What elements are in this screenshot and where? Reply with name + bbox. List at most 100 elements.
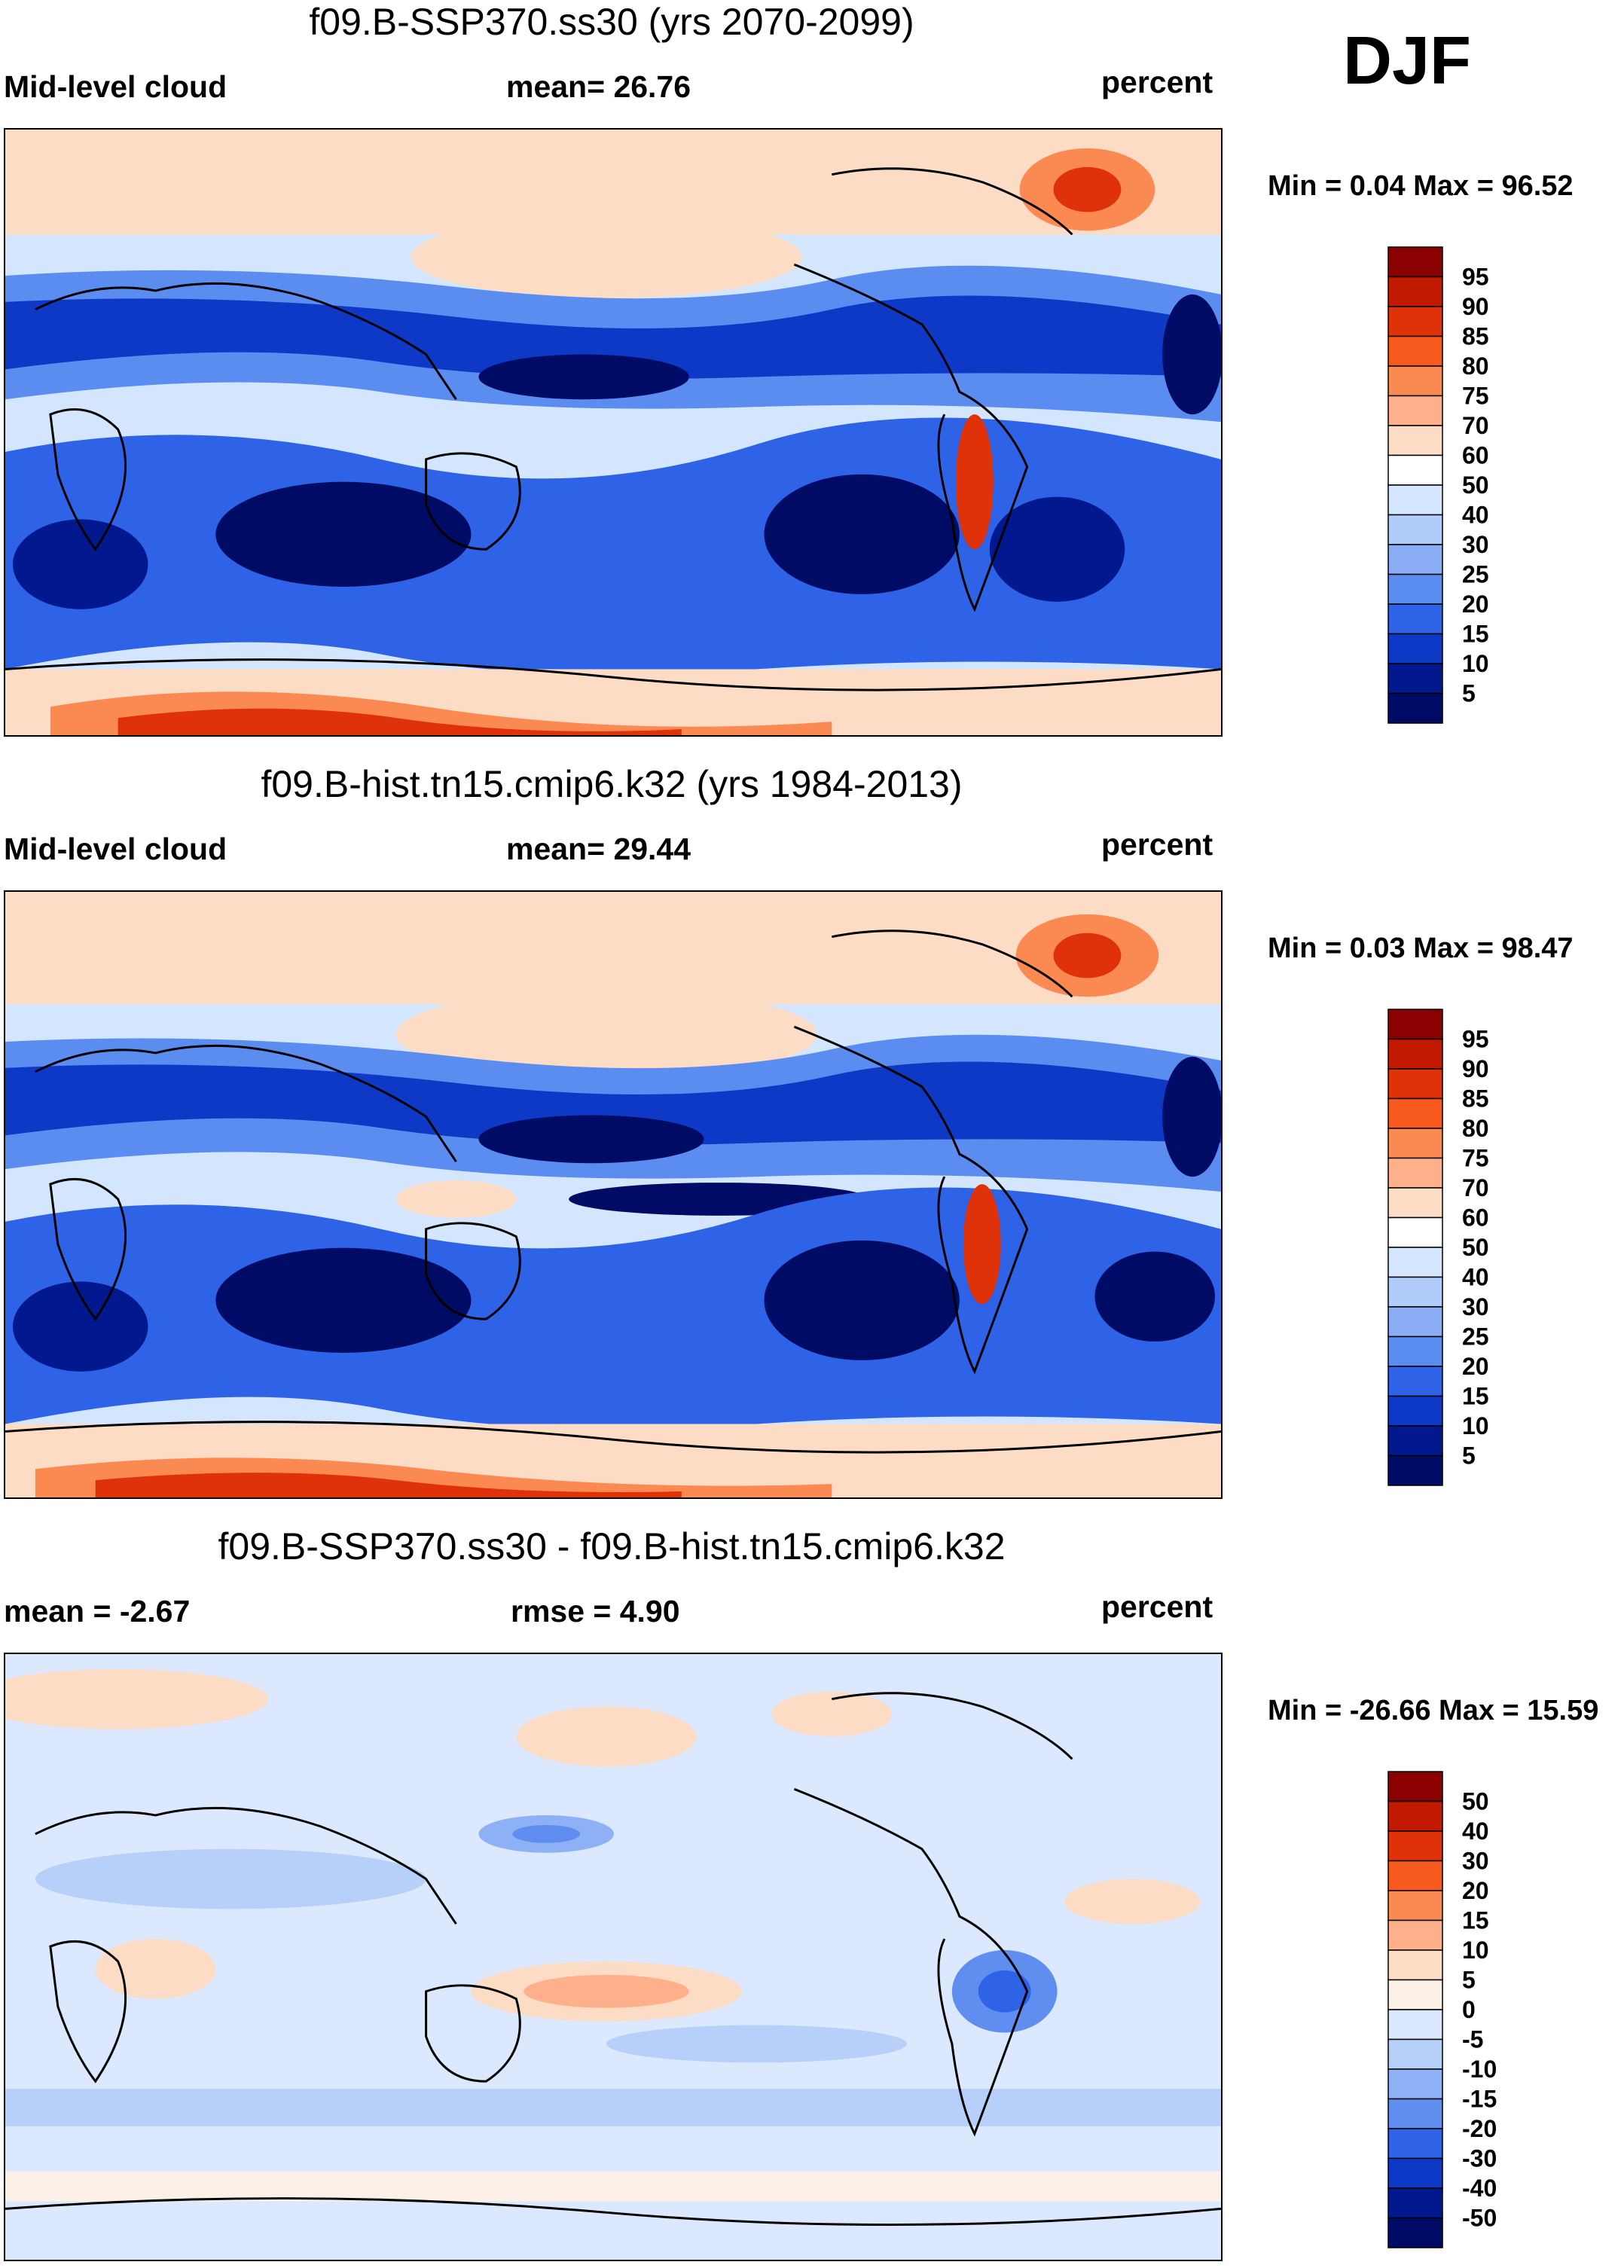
panel3-colorbar-box: [1387, 1919, 1443, 1951]
panel3-colorbar-box: [1387, 1979, 1443, 2010]
panel2-colorbar-box: [1387, 1097, 1443, 1129]
panel2-colorbar-tick-label: 15: [1462, 1383, 1489, 1410]
panel3-title: f09.B-SSP370.ss30 - f09.B-hist.tn15.cmip…: [218, 1525, 1006, 1567]
panel2-colorbar-box: [1387, 1276, 1443, 1308]
panel3-colorbar-tick-label: 10: [1462, 1937, 1489, 1964]
panel3-colorbar-tick-label: 50: [1462, 1788, 1489, 1815]
panel2-colorbar-tick-label: 50: [1462, 1234, 1489, 1261]
panel3-colorbar-box: [1387, 2217, 1443, 2248]
panel1-colorbar-box: [1387, 484, 1443, 516]
panel3-mean-label: mean = -2.67: [4, 1594, 191, 1629]
panel3-colorbar-tick-label: -50: [1462, 2205, 1497, 2232]
panel3-rmse-label: rmse = 4.90: [511, 1594, 680, 1629]
panel1-colorbar-tick-label: 80: [1462, 353, 1489, 380]
panel2-colorbar-tick-label: 75: [1462, 1145, 1489, 1172]
panel3-colorbar-box: [1387, 2038, 1443, 2070]
panel3-units-label: percent: [1101, 1589, 1213, 1624]
panel3-colorbar-tick-label: 40: [1462, 1818, 1489, 1845]
panel1-colorbar-tick-label: 40: [1462, 502, 1489, 529]
panel1-colorbar: 95 90 85 80 75 70 60 50 40 30 25 20 15 10 5: [1387, 246, 1561, 729]
panel2-colorbar-box: [1387, 1306, 1443, 1338]
panel1-colorbar-box: [1387, 276, 1443, 307]
panel1-colorbar-box: [1387, 573, 1443, 605]
panel1-colorbar-box: [1387, 335, 1443, 367]
panel3-contour-map: [5, 1654, 1221, 2260]
panel3-colorbar-box: [1387, 1830, 1443, 1862]
panel1-colorbar-tick-label: 60: [1462, 442, 1489, 469]
panel3-colorbar-tick-label: 30: [1462, 1848, 1489, 1875]
panel1-colorbar-tick-label: 20: [1462, 591, 1489, 618]
panel1-colorbar-tick-label: 30: [1462, 531, 1489, 558]
season-label: DJF: [1343, 23, 1472, 99]
panel2-colorbar-tick-label: 25: [1462, 1323, 1489, 1351]
panel1-map: [4, 128, 1223, 737]
panel1-colorbar-box: [1387, 544, 1443, 575]
panel2-colorbar: 95 90 85 80 75 70 60 50 40 30 25 20 15 10 5: [1387, 1009, 1561, 1491]
panel3-colorbar-tick-label: -5: [1462, 2026, 1483, 2053]
panel3-colorbar-tick-label: -30: [1462, 2145, 1497, 2172]
panel3-colorbar-box: [1387, 1800, 1443, 1832]
panel3-colorbar-tick-label: 20: [1462, 1877, 1489, 1904]
panel1-colorbar-box: [1387, 365, 1443, 397]
panel1-colorbar-tick-label: 15: [1462, 621, 1489, 648]
panel3-colorbar-tick-label: 5: [1462, 1967, 1476, 1994]
panel2-colorbar-box: [1387, 1009, 1443, 1040]
panel2-colorbar-tick-label: 60: [1462, 1204, 1489, 1232]
panel2-map: [4, 890, 1223, 1499]
panel1-colorbar-tick-label: 10: [1462, 650, 1489, 677]
panel1-colorbar-box: [1387, 633, 1443, 664]
panel1-colorbar-tick-label: 85: [1462, 323, 1489, 350]
panel2-colorbar-tick-label: 30: [1462, 1293, 1489, 1320]
panel2-colorbar-box: [1387, 1366, 1443, 1397]
panel1-minmax-label: Min = 0.04 Max = 96.52: [1268, 170, 1574, 202]
panel2-minmax-label: Min = 0.03 Max = 98.47: [1268, 933, 1574, 964]
panel1-variable-label: Mid-level cloud: [4, 69, 227, 104]
panel1-colorbar-tick-label: 25: [1462, 561, 1489, 588]
panel2-colorbar-tick-label: 5: [1462, 1442, 1476, 1470]
panel1-colorbar-box: [1387, 692, 1443, 724]
panel2-colorbar-box: [1387, 1038, 1443, 1070]
panel3-colorbar-box: [1387, 2098, 1443, 2129]
panel3-colorbar-tick-label: -15: [1462, 2086, 1497, 2113]
panel2-colorbar-box: [1387, 1247, 1443, 1278]
panel2-colorbar-tick-label: 20: [1462, 1353, 1489, 1380]
panel1-contour-map: [5, 130, 1221, 735]
panel3-colorbar-tick-label: -20: [1462, 2115, 1497, 2142]
panel3-colorbar-box: [1387, 1860, 1443, 1891]
panel3-colorbar-box: [1387, 1949, 1443, 1981]
panel2-colorbar-tick-label: 10: [1462, 1412, 1489, 1439]
panel2-colorbar-box: [1387, 1068, 1443, 1100]
panel1-colorbar-tick-label: 50: [1462, 472, 1489, 499]
panel1-colorbar-box: [1387, 425, 1443, 456]
panel3-colorbar-box: [1387, 2157, 1443, 2189]
panel2-colorbar-tick-label: 90: [1462, 1055, 1489, 1082]
panel1-colorbar-box: [1387, 603, 1443, 635]
panel2-colorbar-box: [1387, 1128, 1443, 1159]
panel1-colorbar-tick-label: 75: [1462, 383, 1489, 410]
panel3-colorbar-tick-label: 0: [1462, 1996, 1476, 2023]
panel1-mean-label: mean= 26.76: [506, 69, 691, 104]
panel2-colorbar-tick-label: 85: [1462, 1085, 1489, 1113]
panel3-colorbar-tick-label: -40: [1462, 2175, 1497, 2202]
panel1-colorbar-box: [1387, 306, 1443, 337]
panel1-units-label: percent: [1101, 65, 1213, 99]
panel1-colorbar-box: [1387, 663, 1443, 694]
panel2-colorbar-box: [1387, 1395, 1443, 1427]
panel3-colorbar-box: [1387, 2068, 1443, 2100]
panel1-colorbar-tick-label: 70: [1462, 412, 1489, 439]
panel1-colorbar-tick-label: 90: [1462, 293, 1489, 320]
panel1-colorbar-box: [1387, 246, 1443, 278]
panel1-colorbar-box: [1387, 514, 1443, 545]
panel3-minmax-label: Min = -26.66 Max = 15.59: [1268, 1695, 1599, 1726]
panel3-map: [4, 1653, 1223, 2261]
panel1-colorbar-tick-label: 95: [1462, 264, 1489, 291]
panel1-colorbar-tick-label: 5: [1462, 680, 1476, 707]
panel2-mean-label: mean= 29.44: [506, 832, 691, 866]
panel2-colorbar-box: [1387, 1335, 1443, 1367]
panel1-colorbar-box: [1387, 395, 1443, 426]
panel2-colorbar-tick-label: 95: [1462, 1026, 1489, 1053]
panel2-title: f09.B-hist.tn15.cmip6.k32 (yrs 1984-2013…: [261, 763, 963, 805]
